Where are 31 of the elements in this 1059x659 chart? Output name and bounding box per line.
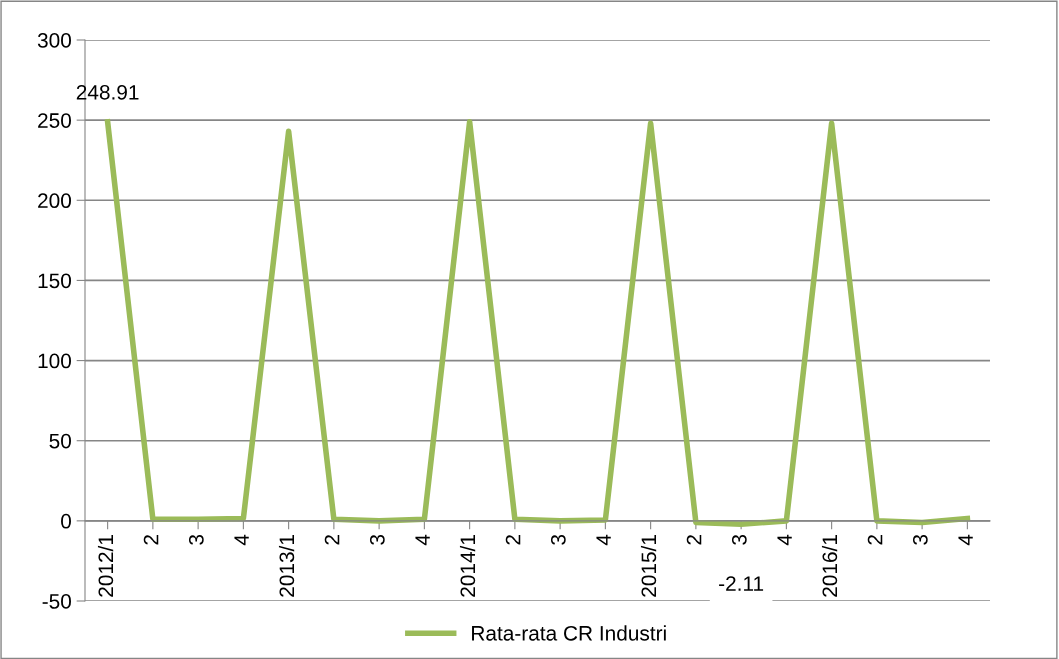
y-tick-label: 150: [38, 273, 71, 289]
y-tick-label: 200: [38, 193, 71, 209]
x-tick-label: 2: [324, 535, 340, 545]
x-tick-label: 2014/1: [459, 535, 476, 597]
x-tick-label: 2016/1: [821, 535, 838, 597]
y-tick-label: 100: [38, 353, 71, 369]
legend-label: Rata-rata CR Industri: [472, 625, 666, 641]
x-tick-label: 3: [369, 534, 385, 545]
y-tick-label: -50: [42, 594, 71, 609]
x-tick-label: 3: [550, 534, 566, 545]
x-tick-label: 4: [958, 534, 973, 546]
x-tick-label: 4: [777, 534, 792, 546]
x-tick-label: 4: [234, 534, 249, 546]
data-label: 248.91: [76, 84, 139, 100]
x-tick-label: 3: [188, 534, 204, 545]
x-tick-label: 4: [596, 534, 611, 546]
y-tick-label: 50: [49, 433, 71, 449]
x-tick-label: 2: [686, 535, 702, 545]
y-tick-label: 250: [38, 113, 71, 128]
data-label: -2.11: [719, 576, 764, 591]
y-tick-label: 300: [37, 33, 71, 48]
x-tick-label: 4: [415, 534, 430, 546]
x-tick-label: 2012/1: [97, 535, 114, 597]
x-tick-label: 3: [731, 534, 747, 545]
x-tick-label: 2013/1: [278, 535, 295, 597]
x-tick-label: 2015/1: [640, 535, 657, 597]
y-tick-label: 0: [61, 513, 71, 529]
x-tick-label: 3: [912, 534, 928, 545]
x-tick-label: 2: [505, 535, 521, 545]
x-tick-label: 2: [143, 535, 159, 545]
x-tick-label: 2: [867, 535, 883, 545]
